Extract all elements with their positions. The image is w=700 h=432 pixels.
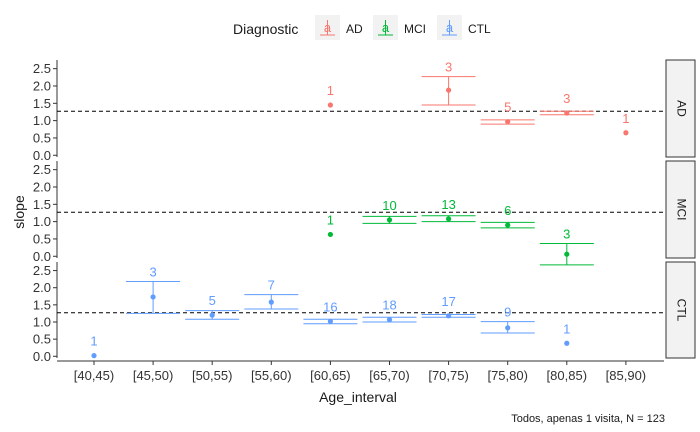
count-label: 1 bbox=[327, 83, 334, 98]
legend-label-mci: MCI bbox=[404, 22, 426, 36]
y-tick-label: 2.5 bbox=[33, 61, 51, 76]
y-tick-label: 1.5 bbox=[33, 96, 51, 111]
count-label: 6 bbox=[504, 203, 511, 218]
count-label: 1 bbox=[563, 321, 570, 336]
panel-ctl: 0.0 0.5 1.0 1.5 2.0 2.5 1 3 5 7 16 18 17 9 1 CTL bbox=[33, 261, 696, 364]
caption: Todos, apenas 1 visita, N = 123 bbox=[511, 413, 665, 425]
legend-title: Diagnostic bbox=[233, 21, 298, 37]
y-tick-label: 0.5 bbox=[33, 332, 51, 347]
x-tick-label: [80,85) bbox=[547, 368, 587, 383]
y-tick-label: 1.0 bbox=[33, 315, 51, 330]
y-tick-label: 1.5 bbox=[33, 197, 51, 212]
count-label: 3 bbox=[563, 226, 570, 241]
count-label: 5 bbox=[209, 293, 216, 308]
data-point bbox=[446, 313, 452, 319]
y-tick-label: 2.5 bbox=[33, 263, 51, 278]
data-point bbox=[209, 312, 215, 318]
data-point bbox=[564, 340, 570, 346]
y-tick-label: 0.5 bbox=[33, 231, 51, 246]
count-label: 1 bbox=[90, 334, 97, 349]
data-point bbox=[623, 130, 629, 136]
legend: Diagnostic a AD a MCI a CTL bbox=[233, 15, 491, 40]
count-label: 18 bbox=[382, 298, 396, 313]
data-point bbox=[505, 222, 511, 228]
y-tick-label: 0.0 bbox=[33, 249, 51, 264]
panel-ad: 0.0 0.5 1.0 1.5 2.0 2.5 1 3 5 3 1 AD bbox=[33, 59, 696, 163]
y-tick-label: 1.5 bbox=[33, 297, 51, 312]
data-point bbox=[268, 299, 274, 305]
x-tick-label: [40,45) bbox=[74, 368, 114, 383]
y-tick-label: 0.5 bbox=[33, 130, 51, 145]
data-point bbox=[327, 318, 333, 324]
legend-key-glyph: a bbox=[446, 20, 454, 35]
y-tick-label: 0.0 bbox=[33, 349, 51, 364]
count-label: 7 bbox=[268, 278, 275, 293]
facet-strip-label: MCI bbox=[674, 199, 688, 221]
facet-strip bbox=[665, 160, 696, 259]
x-tick-label: [75,80) bbox=[487, 368, 527, 383]
data-point bbox=[327, 231, 333, 238]
y-tick-label: 1.0 bbox=[33, 214, 51, 229]
data-point bbox=[446, 87, 452, 93]
data-point bbox=[505, 325, 511, 331]
x-tick-label: [85,90) bbox=[606, 368, 646, 383]
data-point bbox=[327, 102, 333, 108]
count-label: 9 bbox=[504, 305, 511, 320]
count-label: 3 bbox=[445, 60, 452, 75]
data-point bbox=[564, 110, 570, 116]
panel-mci: 0.0 0.5 1.0 1.5 2.0 2.5 1 10 13 6 3 MCI bbox=[33, 160, 696, 266]
legend-key-glyph: a bbox=[324, 20, 332, 35]
count-label: 17 bbox=[441, 294, 455, 309]
data-point bbox=[91, 353, 97, 359]
y-tick-label: 0.0 bbox=[33, 148, 51, 163]
count-label: 1 bbox=[327, 212, 334, 227]
x-tick-label: [60,65) bbox=[310, 368, 350, 383]
facet-strip bbox=[665, 59, 696, 158]
x-tick-label: [65,70) bbox=[369, 368, 409, 383]
legend-label-ctl: CTL bbox=[468, 22, 491, 36]
facet-strip-label: AD bbox=[674, 100, 688, 117]
facet-strip bbox=[665, 261, 696, 359]
count-label: 1 bbox=[622, 111, 629, 126]
data-point bbox=[386, 217, 393, 223]
data-point bbox=[564, 251, 570, 257]
count-label: 5 bbox=[504, 100, 511, 115]
x-tick-label: [50,55) bbox=[192, 368, 232, 383]
y-tick-label: 2.0 bbox=[33, 280, 51, 295]
data-point bbox=[386, 317, 393, 323]
count-label: 16 bbox=[323, 299, 337, 314]
y-tick-label: 2.0 bbox=[33, 78, 51, 93]
x-tick-label: [70,75) bbox=[428, 368, 468, 383]
y-tick-label: 2.0 bbox=[33, 179, 51, 194]
x-tick-label: [55,60) bbox=[251, 368, 291, 383]
y-axis-title: slope bbox=[11, 195, 27, 229]
count-label: 3 bbox=[563, 91, 570, 106]
data-point bbox=[150, 294, 156, 300]
count-label: 3 bbox=[149, 265, 156, 280]
data-point bbox=[446, 216, 452, 222]
legend-label-ad: AD bbox=[346, 22, 363, 36]
facet-strip-label: CTL bbox=[674, 299, 688, 322]
count-label: 13 bbox=[441, 197, 455, 212]
y-tick-label: 2.5 bbox=[33, 162, 51, 177]
y-tick-label: 1.0 bbox=[33, 113, 51, 128]
x-tick-label: [45,50) bbox=[133, 368, 173, 383]
data-point bbox=[505, 119, 511, 125]
count-label: 10 bbox=[382, 198, 396, 213]
x-axis-title: Age_interval bbox=[319, 389, 397, 405]
legend-key-glyph: a bbox=[382, 20, 390, 35]
